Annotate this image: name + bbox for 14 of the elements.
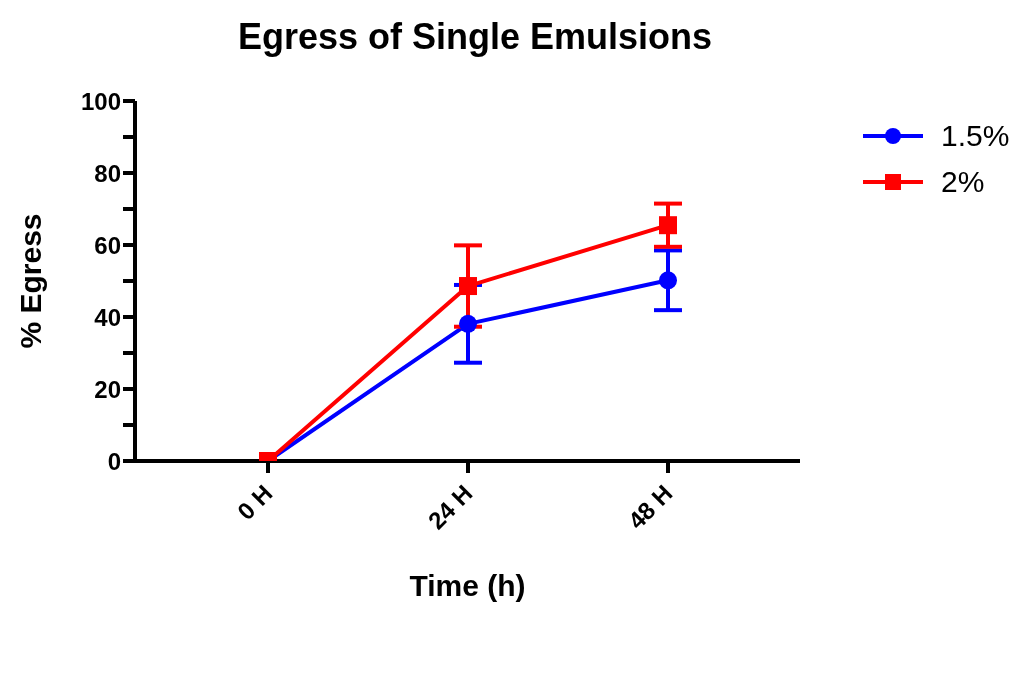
x-tick-label: 0 H: [232, 479, 278, 525]
y-tick-label: 0: [107, 447, 121, 475]
y-tick-label: 80: [94, 159, 121, 187]
y-axis-title: % Egress: [13, 213, 47, 349]
legend-label: 2%: [941, 165, 985, 199]
legend-label: 1.5%: [941, 119, 1010, 153]
chart-title: Egress of Single Emulsions: [236, 16, 714, 58]
x-tick-label: 48 H: [622, 479, 678, 535]
y-tick-label: 20: [94, 375, 121, 403]
y-tick-label: 40: [94, 303, 121, 331]
x-tick-label: 24 H: [422, 479, 478, 535]
x-axis-title: Time (h): [409, 569, 526, 602]
y-tick-label: 100: [80, 87, 121, 115]
y-tick-label: 60: [94, 231, 121, 259]
